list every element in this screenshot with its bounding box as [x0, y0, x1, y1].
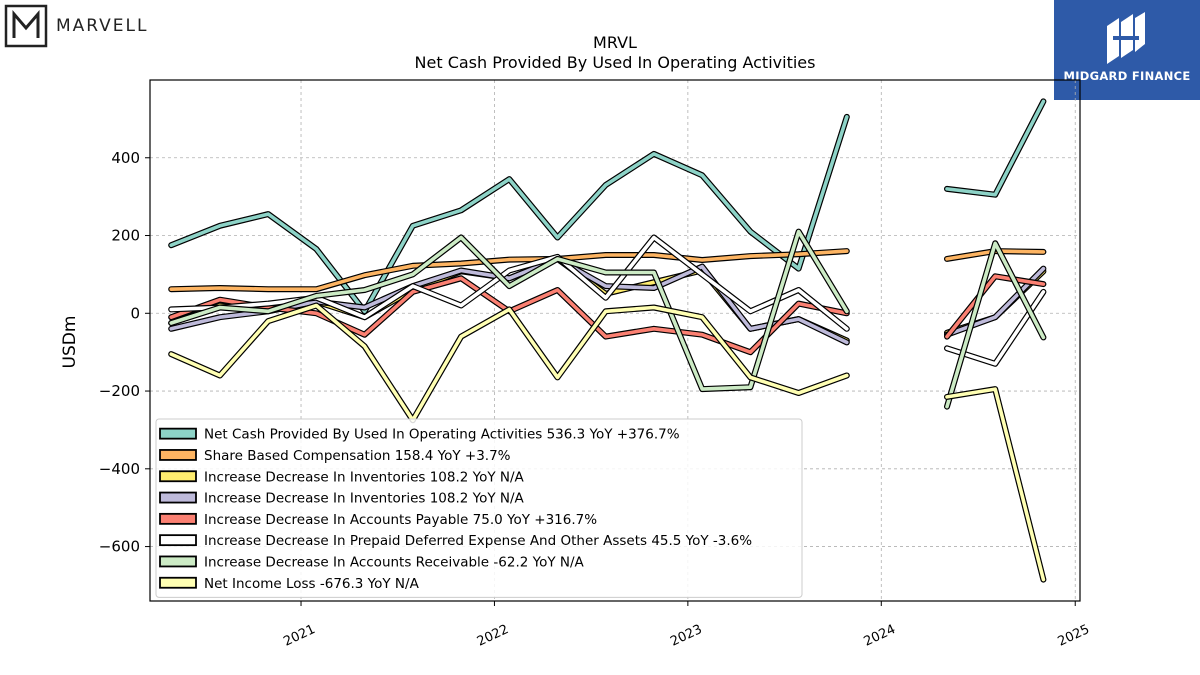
x-tick-label: 2023	[668, 622, 704, 650]
series-line	[168, 98, 1047, 315]
legend-item: Increase Decrease In Accounts Payable 75…	[159, 512, 597, 528]
legend-item: Share Based Compensation 158.4 YoY +3.7%	[159, 448, 511, 464]
legend-item: Increase Decrease In Inventories 108.2 Y…	[159, 469, 525, 485]
y-axis-label: USDm	[60, 316, 80, 369]
y-tick-label: 0	[130, 304, 140, 322]
legend-swatch	[159, 427, 197, 440]
legend-swatch	[159, 449, 197, 461]
y-tick-label: −400	[99, 460, 140, 478]
series-line-stroke	[169, 235, 849, 331]
legend-swatch	[159, 470, 197, 483]
midgard-finance-logo-text: MIDGARD FINANCE	[1063, 69, 1191, 83]
series-line	[168, 302, 1047, 583]
plot-frame	[149, 79, 1081, 602]
series-line	[168, 228, 1047, 410]
marvell-mark-icon	[4, 4, 48, 48]
legend-swatch	[159, 576, 197, 589]
legend-item: Increase Decrease In Accounts Receivable…	[159, 554, 585, 570]
series-line-outline	[944, 98, 1047, 198]
legend-box	[155, 418, 803, 598]
legend-swatch	[159, 555, 197, 568]
midgard-mark-icon	[1107, 12, 1145, 64]
legend-swatch	[159, 534, 197, 547]
x-tick-label: 2025	[1056, 622, 1092, 650]
legend-label: Net Cash Provided By Used In Operating A…	[204, 427, 680, 443]
legend-swatch	[159, 512, 197, 525]
series-line-stroke	[945, 266, 1046, 337]
y-tick-label: −600	[99, 538, 140, 556]
x-tick-label: 2021	[281, 622, 317, 650]
marvell-logo: MARVELL	[4, 4, 149, 48]
legend-label: Increase Decrease In Accounts Payable 75…	[204, 512, 597, 528]
series-line-stroke	[169, 249, 849, 291]
series-line-stroke	[945, 387, 1046, 582]
legend-label: Increase Decrease In Accounts Receivable…	[204, 554, 585, 570]
legend-item: Increase Decrease In Prepaid Deferred Ex…	[159, 533, 752, 549]
legend-item: Increase Decrease In Inventories 108.2 Y…	[159, 491, 525, 507]
series-line-stroke	[945, 274, 1046, 339]
legend: Net Cash Provided By Used In Operating A…	[155, 418, 803, 598]
x-tick-label: 2022	[475, 622, 511, 650]
y-tick-label: 200	[111, 227, 140, 245]
chart-subtitle: Net Cash Provided By Used In Operating A…	[415, 53, 816, 72]
chart-title: MRVL	[593, 33, 637, 52]
series-line-stroke	[169, 303, 849, 422]
legend-label: Net Income Loss -676.3 YoY N/A	[204, 576, 420, 592]
y-tick-label: 400	[111, 149, 140, 167]
legend-label: Increase Decrease In Inventories 108.2 Y…	[204, 491, 525, 507]
series-line-stroke	[169, 229, 849, 391]
series-line-stroke	[945, 241, 1046, 409]
series-line-stroke	[945, 99, 1046, 197]
y-tick-label: −200	[99, 382, 140, 400]
legend-item: Net Income Loss -676.3 YoY N/A	[159, 576, 420, 592]
series-line-outline	[944, 386, 1047, 583]
legend-swatch	[159, 491, 197, 504]
series-line-stroke	[169, 115, 849, 314]
legend-label: Increase Decrease In Prepaid Deferred Ex…	[204, 533, 752, 549]
legend-label: Share Based Compensation 158.4 YoY +3.7%	[204, 448, 511, 464]
midgard-finance-logo: MIDGARD FINANCE	[1054, 0, 1200, 100]
legend-item: Net Cash Provided By Used In Operating A…	[159, 427, 680, 443]
marvell-logo-text: MARVELL	[56, 16, 149, 36]
legend-label: Increase Decrease In Inventories 108.2 Y…	[204, 469, 525, 485]
x-tick-label: 2024	[862, 622, 898, 650]
series-layer	[168, 98, 1047, 583]
